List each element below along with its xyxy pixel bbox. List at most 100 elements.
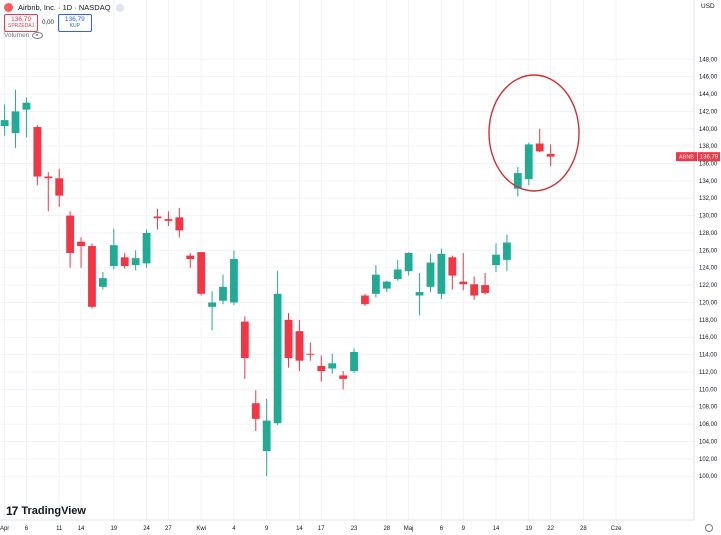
candle	[317, 355, 326, 382]
candle	[142, 229, 151, 268]
time-tick-label: 19	[525, 526, 532, 532]
sell-button[interactable]: 136,79 SPRZEDAJ	[4, 14, 39, 32]
time-tick-label: 27	[165, 526, 172, 532]
candle	[262, 398, 271, 477]
time-tick-label: 4	[232, 526, 236, 532]
time-tick-label: 11	[56, 526, 63, 532]
candle-body	[98, 278, 107, 287]
buy-price: 136,79	[64, 16, 85, 23]
airbnb-logo-icon	[4, 3, 13, 12]
buy-label: KUP	[69, 23, 80, 29]
candle	[503, 234, 511, 272]
candle-body	[251, 403, 260, 419]
currency-label[interactable]: USD	[701, 3, 715, 10]
spread-value: 0,00	[42, 20, 54, 26]
candle-body	[415, 292, 424, 296]
candle	[273, 271, 282, 425]
candle-body	[208, 302, 216, 307]
time-tick-label: Kwi	[196, 526, 206, 532]
time-tick-label: 19	[110, 526, 117, 532]
candle	[524, 142, 533, 186]
candle	[382, 280, 391, 293]
price-tick-label: 116,00	[699, 335, 718, 341]
candle	[350, 348, 358, 373]
symbol-title[interactable]: Airbnb, Inc. · 1D · NASDAQ	[18, 3, 111, 12]
price-tick-label: 140,00	[699, 127, 718, 133]
tradingview-logo[interactable]: 17 TradingView	[6, 504, 86, 518]
candle-body	[142, 232, 151, 264]
candle	[535, 128, 544, 153]
candle	[33, 125, 42, 186]
candle-body	[77, 241, 85, 247]
price-axis[interactable]: 100,00 102,00 104,00 106,00 108,00 110,00 112,…	[699, 57, 718, 480]
candle	[328, 353, 337, 374]
price-tick-label: 100,00	[699, 474, 718, 480]
price-tick-label: 106,00	[699, 422, 718, 428]
candle-body	[306, 353, 315, 355]
price-tick-label: 146,00	[699, 75, 718, 81]
time-tick-label: 28	[383, 526, 390, 532]
candle-body	[66, 215, 75, 253]
grid-lines	[0, 0, 695, 521]
candle-body	[197, 252, 206, 294]
candle	[240, 316, 249, 379]
price-tick-label: 102,00	[699, 457, 718, 463]
candle	[426, 253, 435, 293]
candle	[120, 252, 129, 269]
price-tick-label: 128,00	[699, 231, 718, 237]
price-tick-label: 138,00	[699, 144, 718, 150]
market-status-icon	[115, 3, 124, 12]
candle-body	[230, 259, 238, 303]
candle	[131, 250, 140, 271]
price-tick-label: 120,00	[699, 300, 718, 306]
candle	[481, 272, 489, 295]
candle-body	[361, 295, 369, 305]
candle-body	[262, 420, 271, 452]
time-tick-label: Apr	[0, 526, 9, 532]
time-tick-label: 9	[265, 526, 269, 532]
time-axis[interactable]: Apr 6 11 14 19 24 27 Kwi 4 9 14 17 23 28 Maj 6 9 14 19 22 28…	[0, 526, 622, 532]
candle	[66, 211, 75, 268]
candle-body	[186, 255, 195, 260]
sell-price: 136,79	[11, 16, 31, 23]
candle	[219, 274, 227, 305]
gear-icon[interactable]	[705, 524, 713, 532]
candle-body	[120, 257, 129, 266]
candle	[459, 252, 468, 291]
price-tick-label: 142,00	[699, 109, 718, 115]
candle-body	[175, 217, 184, 231]
candle-body	[459, 281, 468, 285]
candle	[11, 89, 20, 148]
price-tick-label: 118,00	[699, 318, 718, 324]
candle	[251, 390, 260, 432]
time-tick-label: Maj	[404, 526, 414, 532]
candle	[98, 272, 107, 290]
candle	[492, 243, 500, 273]
candle-body	[546, 153, 555, 157]
time-tick-label: 23	[351, 526, 358, 532]
candle	[77, 237, 85, 268]
time-tick-label: 24	[143, 526, 150, 532]
candle-body	[481, 285, 489, 293]
last-price-tag: ABNB 136,79	[676, 152, 720, 162]
eye-icon[interactable]	[32, 32, 44, 39]
candle	[470, 276, 479, 300]
chart-header: Airbnb, Inc. · 1D · NASDAQ	[4, 3, 124, 12]
buy-button[interactable]: 136,79 KUP	[57, 14, 92, 32]
candle	[186, 252, 195, 268]
time-tick-label: 6	[440, 526, 444, 532]
candle-body	[11, 111, 20, 134]
volume-label: Volumen	[4, 32, 30, 39]
candle	[153, 208, 162, 230]
candle-body	[371, 274, 380, 294]
price-tick-label: 126,00	[699, 248, 718, 254]
price-tick-label: 134,00	[699, 179, 718, 185]
volume-indicator[interactable]: Volumen	[4, 32, 44, 39]
candle	[371, 265, 380, 298]
price-tick-label: 110,00	[699, 387, 718, 393]
candle	[55, 168, 64, 207]
candle-body	[33, 127, 42, 177]
candle-body	[295, 331, 304, 361]
candle	[513, 166, 522, 197]
